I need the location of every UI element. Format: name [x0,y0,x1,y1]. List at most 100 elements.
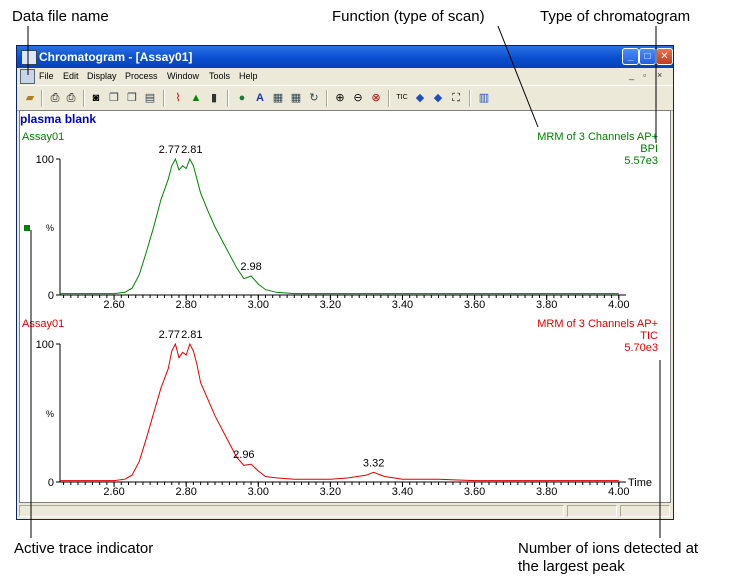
bar-spectrum-icon[interactable]: ▮ [210,92,218,104]
trace2-file-name: Assay01 [22,318,65,330]
refresh-icon[interactable]: ↻ [309,92,319,104]
print-preview-icon[interactable]: ⎙ [50,92,60,104]
x-tick-label: 3.80 [536,299,557,311]
trace1-intensity: 5.57e3 [624,155,658,167]
x-tick-label: 2.60 [103,299,124,311]
y-tick-label: 0 [48,290,54,302]
arrow-left-icon[interactable]: ◆ [415,92,425,104]
copy-icon[interactable]: ❐ [109,92,119,104]
menu-process[interactable]: Process [125,71,158,81]
toolbar-separator [469,90,471,107]
peak-label: 2.77 [159,144,180,156]
trace1-function: MRM of 3 Channels AP+ [537,131,658,143]
maximize-button[interactable]: □ [639,48,656,65]
camera-icon[interactable]: ◙ [92,92,100,104]
x-tick-label: 3.40 [392,486,413,498]
fit-icon[interactable]: ⛶ [452,92,460,104]
zoom-reset-icon[interactable]: ⊗ [371,92,381,104]
menu-window[interactable]: Window [167,71,200,81]
toolbar-separator [41,90,43,107]
x-tick-label: 3.60 [464,299,485,311]
sample-name: plasma blank [20,112,97,126]
toolbar-separator [83,90,85,107]
y-tick-label: 100 [36,339,54,351]
menu-tools[interactable]: Tools [209,71,231,81]
print-icon[interactable]: ⎙ [66,92,76,104]
peak-label: 2.81 [181,329,202,341]
x-tick-label: 4.00 [608,486,629,498]
trace-line [60,342,619,482]
chromatogram-window: Chromatogram - [Assay01] _ □ ✕ File Edit… [16,45,674,520]
trace1-type: BPI [640,143,658,155]
zoom-in-icon[interactable]: ⊕ [335,92,345,104]
menu-file[interactable]: File [39,71,54,81]
status-pane-1 [567,505,617,517]
globe-icon[interactable]: ● [238,92,246,104]
annotation-data-file-name: Data file name [12,8,109,25]
minimize-button[interactable]: _ [622,48,639,65]
x-tick-label: 4.00 [608,299,629,311]
trace1-file-name: Assay01 [22,131,65,143]
open-icon[interactable]: ▰ [25,92,35,104]
mdi-close-icon[interactable]: × [657,70,663,80]
toolbar-separator [388,90,390,107]
peak-label: 3.32 [363,457,384,469]
tic-icon[interactable]: TIC [396,94,408,101]
trace-line [60,157,619,295]
x-tick-label: 3.20 [320,486,341,498]
annotation-ions-line1: Number of ions detected at [518,540,699,557]
annotation-function: Function (type of scan) [332,8,485,25]
toolbar-separator [227,90,229,107]
paste-icon[interactable]: ❐ [127,92,137,104]
mdi-restore-icon[interactable]: ▫ [643,70,647,80]
trace2-type: TIC [640,330,658,342]
y-tick-label: 100 [36,154,54,166]
toolbar: ▰ ⎙ ⎙ ◙ ❐ ❐ ▤ ⌇ ▲ ▮ ● A ▦ ▦ ↻ ⊕ ⊖ ⊗ TIC … [17,85,673,111]
arrow-right-icon[interactable]: ◆ [433,92,443,104]
menu-bar: File Edit Display Process Window Tools H… [17,68,673,84]
toolbar-separator [163,90,165,107]
mdi-minimize-icon[interactable]: _ [629,70,635,80]
trace2-function: MRM of 3 Channels AP+ [537,318,658,330]
x-tick-label: 3.20 [320,299,341,311]
status-pane-main [19,505,564,517]
x-tick-label: 2.60 [103,486,124,498]
chromatogram-view[interactable]: plasma blank Assay01 MRM of 3 Channels A… [19,110,671,503]
peak-label: 2.96 [233,449,254,461]
x-tick-label: 3.00 [248,486,269,498]
menu-edit[interactable]: Edit [63,71,79,81]
tile-icon[interactable]: ▦ [290,92,302,104]
chromatogram-icon[interactable]: ⌇ [175,92,181,104]
text-icon[interactable]: A [256,92,264,104]
x-tick-label: 3.00 [248,299,269,311]
x-axis-label: Time [628,477,652,489]
list-icon[interactable]: ▥ [478,92,490,104]
window-title: Chromatogram - [Assay01] [39,50,193,64]
y-tick-label: 0 [48,477,54,489]
chromatogram-plot[interactable]: 100 0% 2.60 2.80 3.00 3.20 3.40 3.60 3.80 4.00 2.7… [20,111,670,502]
menu-help[interactable]: Help [239,71,258,81]
title-bar[interactable]: Chromatogram - [Assay01] _ □ ✕ [17,46,673,68]
x-tick-label: 2.80 [175,486,196,498]
document-icon[interactable] [20,69,35,84]
status-pane-2 [620,505,670,517]
zoom-out-icon[interactable]: ⊖ [353,92,363,104]
annotation-active-trace: Active trace indicator [14,540,154,557]
peak-label: 2.98 [240,261,261,273]
layout-icon[interactable]: ▦ [272,92,284,104]
annotation-chromatogram-type: Type of chromatogram [540,8,691,25]
x-tick-label: 2.80 [175,299,196,311]
status-bar [17,503,673,519]
x-tick-label: 3.60 [464,486,485,498]
menu-display[interactable]: Display [87,71,117,81]
toolbar-separator [326,90,328,107]
peak-label: 2.81 [181,144,202,156]
app-icon[interactable] [21,50,37,65]
peaks-icon[interactable]: ▲ [190,92,202,104]
y-axis-mark: % [46,409,54,419]
x-tick-label: 3.80 [536,486,557,498]
y-axis-mark: % [46,223,54,233]
close-button[interactable]: ✕ [656,48,673,65]
trace2-intensity: 5.70e3 [624,342,658,354]
clipboard-icon[interactable]: ▤ [144,92,156,104]
